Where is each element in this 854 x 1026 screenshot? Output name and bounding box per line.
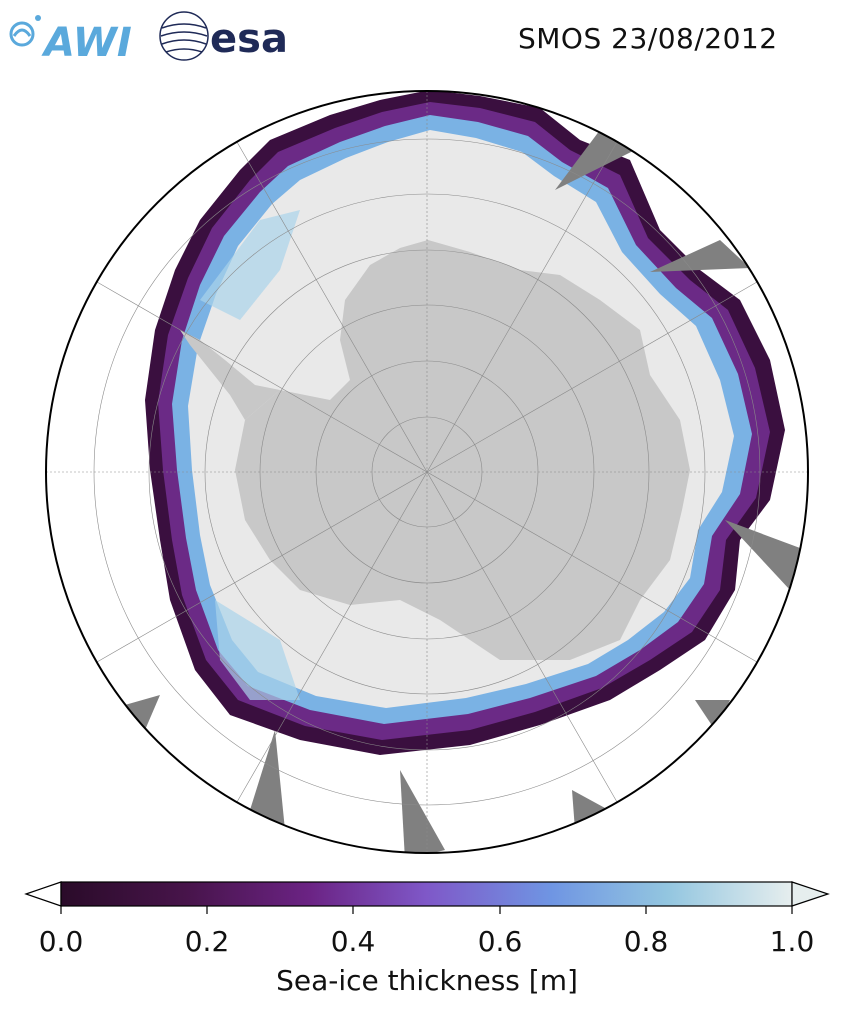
- colorbar-extend-low: [26, 882, 61, 906]
- colorbar-gradient: [61, 882, 792, 906]
- colorbar-tick-label: 0.0: [39, 925, 84, 958]
- colorbar-tick-label: 0.6: [478, 925, 523, 958]
- colorbar-ticks: [61, 906, 792, 914]
- colorbar-extend-high: [792, 882, 828, 906]
- colorbar: 0.0 0.2 0.4 0.6 0.8 1.0: [0, 860, 854, 970]
- colorbar-label: Sea-ice thickness [m]: [0, 964, 854, 997]
- antarctic-sea-ice-map: [0, 0, 854, 860]
- colorbar-tick-label: 0.8: [624, 925, 669, 958]
- colorbar-tick-label: 1.0: [770, 925, 815, 958]
- colorbar-tick-label: 0.2: [185, 925, 230, 958]
- colorbar-tick-label: 0.4: [331, 925, 376, 958]
